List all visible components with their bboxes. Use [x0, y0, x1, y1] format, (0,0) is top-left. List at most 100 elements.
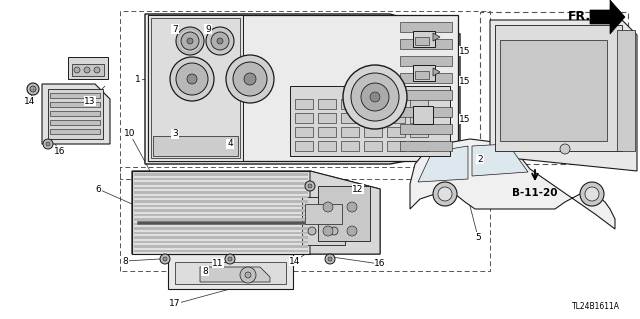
Circle shape: [328, 257, 332, 261]
Circle shape: [160, 254, 170, 264]
Bar: [168, 254, 293, 289]
Text: 5: 5: [475, 233, 481, 241]
Circle shape: [438, 187, 452, 201]
Bar: [413, 31, 435, 47]
Text: 7: 7: [172, 25, 178, 33]
Bar: [134, 173, 308, 175]
Bar: [400, 90, 452, 100]
Circle shape: [27, 83, 39, 95]
Bar: [295, 99, 313, 109]
Bar: [318, 99, 336, 109]
Circle shape: [217, 38, 223, 44]
Circle shape: [245, 272, 251, 278]
Circle shape: [211, 32, 229, 50]
Circle shape: [305, 181, 315, 191]
Circle shape: [433, 182, 457, 206]
Circle shape: [343, 65, 407, 129]
Circle shape: [43, 139, 53, 149]
Bar: [134, 213, 308, 216]
Circle shape: [30, 86, 36, 92]
Circle shape: [351, 73, 399, 121]
Circle shape: [347, 226, 357, 236]
Bar: [134, 245, 308, 248]
Bar: [290, 86, 450, 156]
Bar: [387, 141, 405, 151]
Bar: [413, 65, 435, 81]
Circle shape: [187, 38, 193, 44]
Bar: [400, 73, 452, 83]
Circle shape: [176, 63, 208, 95]
Bar: [132, 171, 310, 254]
Bar: [341, 141, 359, 151]
Circle shape: [74, 67, 80, 73]
Circle shape: [176, 27, 204, 55]
Bar: [364, 127, 382, 137]
Polygon shape: [132, 171, 380, 254]
Bar: [364, 99, 382, 109]
Bar: [50, 93, 100, 98]
Text: TL24B1611A: TL24B1611A: [572, 302, 620, 311]
Bar: [364, 141, 382, 151]
Bar: [296, 191, 351, 251]
Text: 2: 2: [477, 154, 483, 164]
Bar: [50, 120, 100, 125]
Bar: [387, 113, 405, 123]
Circle shape: [308, 227, 316, 235]
Bar: [153, 136, 238, 156]
Bar: [410, 99, 428, 109]
Circle shape: [244, 73, 256, 85]
Text: 8: 8: [202, 266, 208, 276]
Bar: [387, 99, 405, 109]
Bar: [480, 12, 628, 164]
Circle shape: [585, 187, 599, 201]
Text: 15: 15: [460, 115, 471, 123]
Bar: [302, 197, 345, 245]
Text: 8: 8: [122, 256, 128, 265]
Bar: [134, 222, 308, 225]
Bar: [410, 127, 428, 137]
Bar: [50, 102, 100, 107]
Text: 11: 11: [212, 258, 224, 268]
Circle shape: [308, 184, 312, 188]
Circle shape: [163, 257, 167, 261]
Bar: [400, 141, 452, 151]
Bar: [295, 113, 313, 123]
Circle shape: [560, 144, 570, 154]
Circle shape: [347, 202, 357, 212]
Polygon shape: [42, 84, 110, 144]
Circle shape: [187, 74, 197, 84]
Polygon shape: [433, 33, 440, 41]
Bar: [134, 218, 308, 220]
Text: 16: 16: [374, 259, 386, 269]
Circle shape: [325, 254, 335, 264]
Polygon shape: [590, 0, 625, 34]
Bar: [134, 249, 308, 252]
Bar: [137, 221, 305, 224]
Polygon shape: [490, 20, 637, 171]
Bar: [48, 89, 103, 139]
Polygon shape: [433, 68, 440, 76]
Text: 15: 15: [460, 47, 471, 56]
Text: 14: 14: [289, 256, 301, 265]
Text: 9: 9: [205, 25, 211, 33]
Bar: [318, 127, 336, 137]
Polygon shape: [418, 146, 468, 182]
Polygon shape: [472, 144, 528, 176]
Circle shape: [228, 257, 232, 261]
Bar: [134, 232, 308, 234]
Bar: [500, 40, 607, 141]
Circle shape: [94, 67, 100, 73]
Text: 6: 6: [95, 184, 101, 194]
Text: 3: 3: [172, 130, 178, 138]
Bar: [341, 127, 359, 137]
Circle shape: [240, 267, 256, 283]
Bar: [617, 30, 635, 151]
Bar: [387, 127, 405, 137]
Circle shape: [84, 67, 90, 73]
Bar: [318, 186, 370, 241]
Bar: [495, 25, 622, 151]
Bar: [50, 111, 100, 116]
Bar: [68, 57, 108, 79]
Circle shape: [225, 254, 235, 264]
Bar: [50, 129, 100, 134]
